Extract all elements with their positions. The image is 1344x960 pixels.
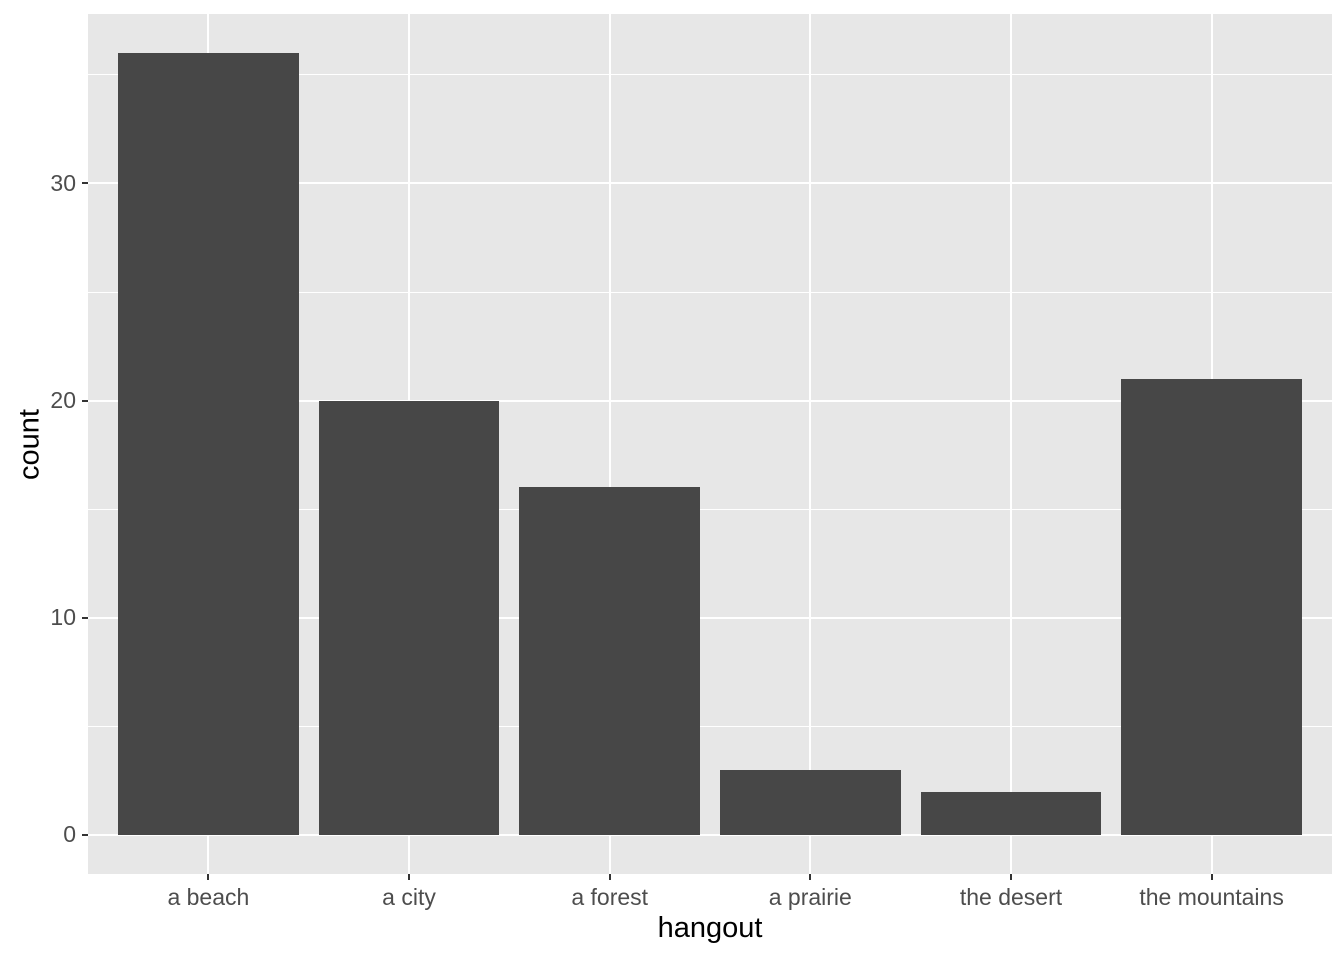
x-tick-label-0: a beach	[167, 884, 250, 910]
x-tick-mark-2	[608, 874, 611, 880]
gridline-major-x-4	[1010, 14, 1012, 874]
gridline-minor-y-15	[88, 508, 1332, 510]
bar-a-forest	[519, 487, 700, 835]
gridline-major-y-20	[88, 399, 1332, 402]
x-tick-mark-0	[207, 874, 210, 880]
y-axis-title: count	[13, 408, 46, 480]
x-tick-mark-4	[1010, 874, 1012, 880]
y-tick-label-30: 30	[50, 169, 76, 196]
x-axis-title: hangout	[657, 912, 763, 944]
gridline-major-y-10	[88, 616, 1332, 619]
y-tick-label-0: 0	[63, 821, 76, 848]
y-tick-mark-10	[82, 616, 88, 619]
x-tick-label-1: a city	[382, 884, 436, 910]
gridline-major-x-2	[608, 14, 611, 874]
x-tick-mark-3	[809, 874, 812, 880]
bar-a-prairie	[720, 769, 901, 835]
y-tick-label-10: 10	[50, 604, 76, 631]
y-tick-mark-30	[82, 182, 88, 185]
x-tick-label-4: the desert	[959, 884, 1063, 910]
gridline-major-y-0	[88, 833, 1332, 836]
x-tick-mark-5	[1210, 874, 1213, 880]
bar-the-mountains	[1121, 378, 1302, 835]
bar-the-desert	[920, 791, 1102, 835]
plot-panel	[88, 14, 1332, 874]
bar-a-city	[318, 400, 500, 835]
gridline-minor-y-25	[88, 291, 1332, 293]
bar-a-beach	[118, 53, 299, 835]
gridline-major-y-30	[88, 182, 1332, 185]
gridline-major-x-3	[809, 14, 812, 874]
x-tick-label-3: a prairie	[768, 884, 852, 910]
y-tick-label-20: 20	[50, 387, 76, 414]
y-tick-mark-0	[82, 833, 88, 836]
y-tick-mark-20	[82, 399, 88, 402]
x-tick-label-2: a forest	[571, 884, 649, 910]
x-tick-mark-1	[408, 874, 410, 880]
gridline-minor-y-35	[88, 74, 1332, 76]
x-tick-label-5: the mountains	[1139, 884, 1284, 910]
gridline-minor-y-5	[88, 725, 1332, 727]
